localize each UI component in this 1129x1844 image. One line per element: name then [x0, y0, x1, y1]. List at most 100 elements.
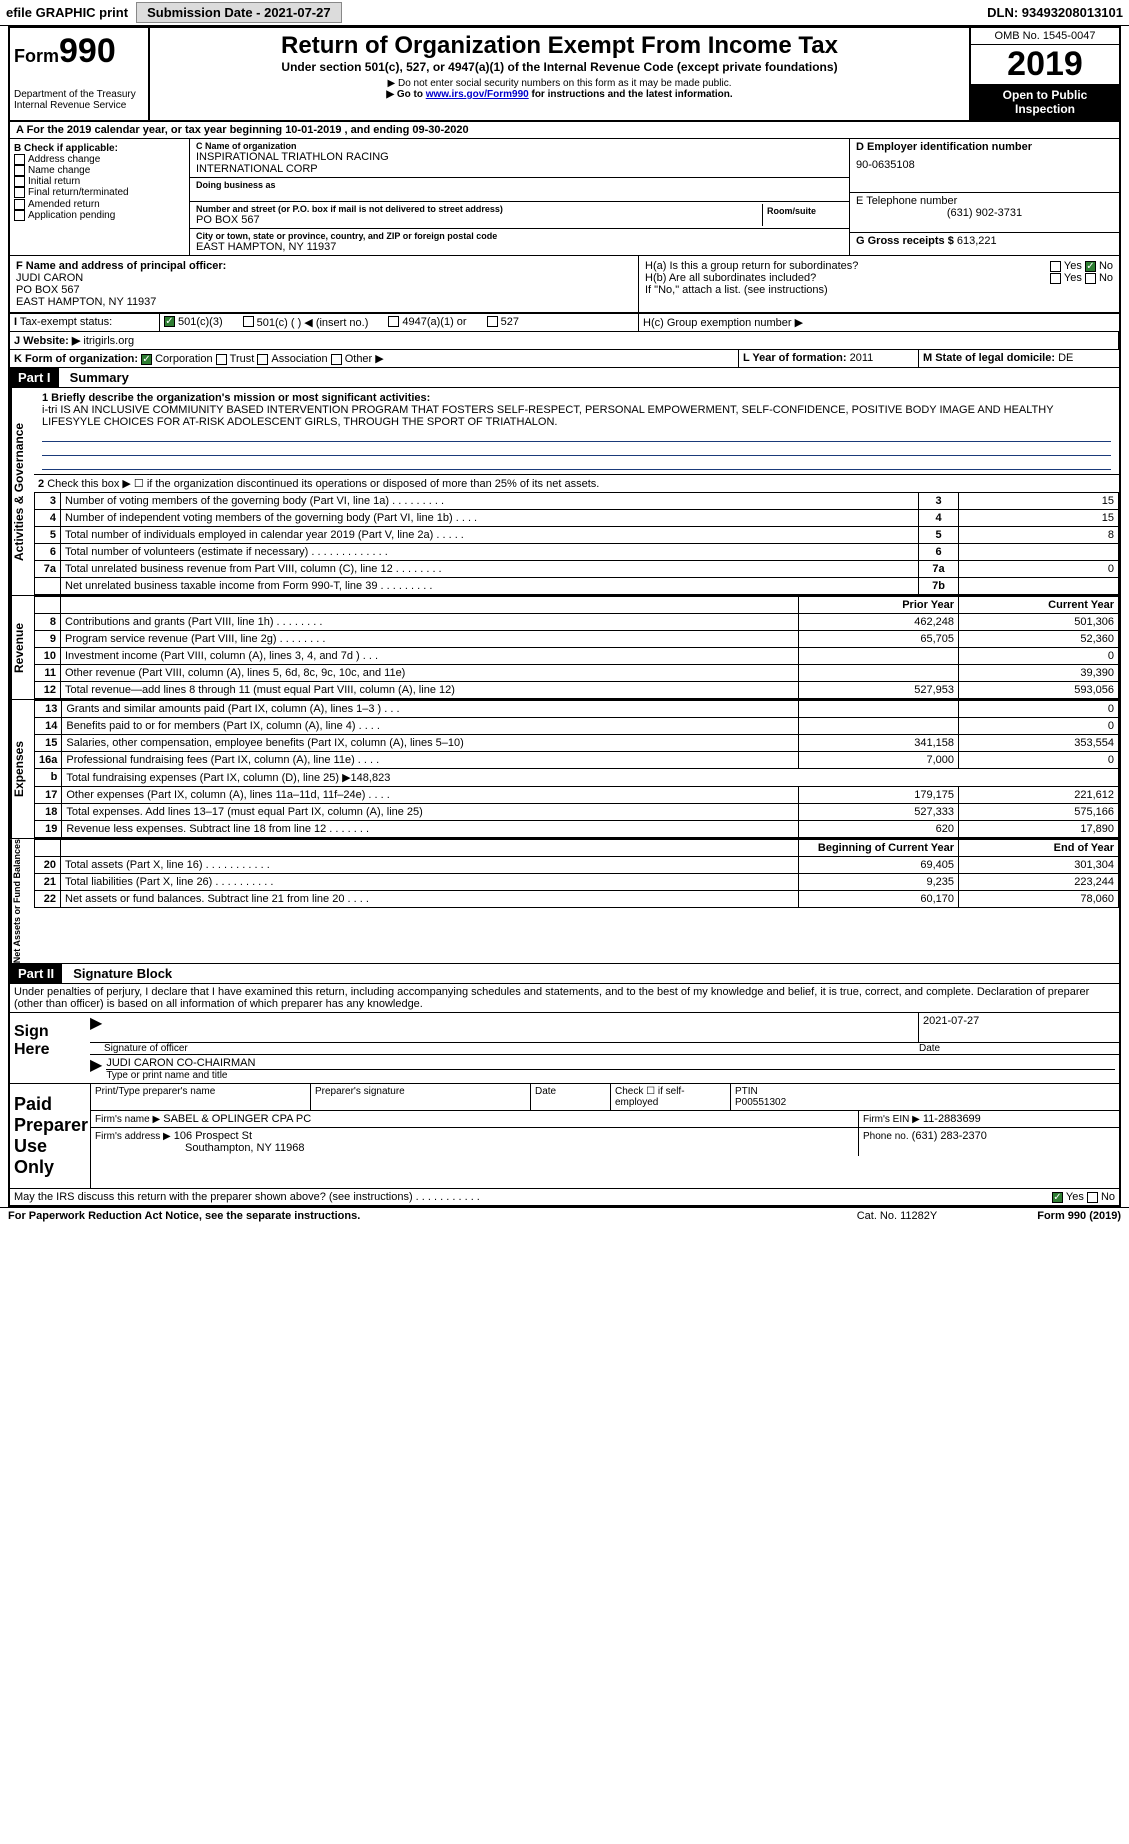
efile-label: efile GRAPHIC print [6, 5, 128, 20]
note2-post: for instructions and the latest informat… [529, 89, 733, 100]
cb-name-change-lbl: Name change [28, 165, 90, 176]
room-label: Room/suite [767, 206, 839, 216]
signer-name-lbl: Type or print name and title [106, 1069, 1115, 1081]
name-label: C Name of organization [196, 141, 843, 151]
firm-phone-lbl: Phone no. [863, 1131, 909, 1142]
hc-label: H(c) Group exemption number ▶ [639, 314, 1119, 331]
expenses-table: 13Grants and similar amounts paid (Part … [34, 700, 1119, 838]
revenue-table: Prior YearCurrent Year8Contributions and… [34, 596, 1119, 699]
part1-title: Summary [62, 368, 137, 387]
firm-name: SABEL & OPLINGER CPA PC [163, 1113, 311, 1125]
netassets-vlabel: Net Assets or Fund Balances [10, 839, 34, 963]
cb-501c[interactable] [243, 316, 254, 327]
hb-label: H(b) Are all subordinates included? [645, 272, 1050, 284]
city-label: City or town, state or province, country… [196, 231, 843, 241]
cb-initial-return-lbl: Initial return [28, 176, 80, 187]
sign-date: 2021-07-27 [919, 1013, 1119, 1042]
cb-corp[interactable] [141, 354, 152, 365]
cb-501c3[interactable] [164, 316, 175, 327]
officer-addr2: EAST HAMPTON, NY 11937 [16, 296, 632, 308]
opt-assoc: Association [271, 353, 327, 365]
cb-discuss-no[interactable] [1087, 1192, 1098, 1203]
website-value: itrigirls.org [83, 335, 134, 347]
cb-address-change[interactable] [14, 154, 25, 165]
dln-label: DLN: 93493208013101 [987, 5, 1123, 20]
cb-other[interactable] [331, 354, 342, 365]
open-inspection: Open to Public Inspection [971, 84, 1119, 120]
sign-here-label: Sign Here [10, 1013, 90, 1083]
cb-amended-return[interactable] [14, 199, 25, 210]
ein-label: D Employer identification number [856, 141, 1113, 153]
signer-name: JUDI CARON CO-CHAIRMAN [106, 1057, 1115, 1069]
hb-yes: Yes [1064, 272, 1082, 284]
org-name-1: INSPIRATIONAL TRIATHLON RACING [196, 151, 843, 163]
opt-527: 527 [501, 316, 519, 329]
org-name-2: INTERNATIONAL CORP [196, 163, 843, 175]
year-formed-val: 2011 [850, 352, 874, 364]
firm-addr1: 106 Prospect St [174, 1130, 252, 1142]
cb-discuss-yes[interactable] [1052, 1192, 1063, 1203]
opt-501c3: 501(c)(3) [178, 316, 223, 329]
footer-right: Form 990 (2019) [1037, 1210, 1121, 1222]
discuss-yes: Yes [1066, 1191, 1084, 1203]
part1-num: Part I [10, 368, 59, 387]
tax-year: 2019 [971, 45, 1119, 84]
main-title: Return of Organization Exempt From Incom… [158, 32, 961, 60]
city-value: EAST HAMPTON, NY 11937 [196, 241, 843, 253]
cb-527[interactable] [487, 316, 498, 327]
prep-print-lbl: Print/Type preparer's name [91, 1084, 311, 1110]
footer-mid: Cat. No. 11282Y [857, 1210, 938, 1222]
note1: ▶ Do not enter social security numbers o… [158, 78, 961, 89]
sig-officer-lbl: Signature of officer [104, 1043, 919, 1054]
firm-ein-lbl: Firm's EIN ▶ [863, 1114, 920, 1125]
officer-addr1: PO BOX 567 [16, 284, 632, 296]
footer-left: For Paperwork Reduction Act Notice, see … [8, 1210, 857, 1222]
part2-num: Part II [10, 964, 62, 983]
cb-name-change[interactable] [14, 165, 25, 176]
cb-assoc[interactable] [257, 354, 268, 365]
part2-title: Signature Block [65, 964, 180, 983]
period-row: A For the 2019 calendar year, or tax yea… [10, 122, 1119, 139]
cb-final-return[interactable] [14, 187, 25, 198]
opt-other: Other ▶ [345, 353, 384, 365]
domicile-val: DE [1058, 352, 1073, 364]
year-formed-label: L Year of formation: [743, 352, 847, 364]
cb-amended-return-lbl: Amended return [28, 199, 100, 210]
hb-no: No [1099, 272, 1113, 284]
firm-addr2: Southampton, NY 11968 [185, 1142, 304, 1154]
discuss-text: May the IRS discuss this return with the… [14, 1191, 1052, 1203]
ha-no: No [1099, 260, 1113, 272]
cb-trust[interactable] [216, 354, 227, 365]
form-number: 990 [59, 32, 116, 70]
ein-value: 90-0635108 [856, 159, 1113, 171]
cb-application-pending-lbl: Application pending [28, 210, 115, 221]
cb-initial-return[interactable] [14, 176, 25, 187]
firm-ein: 11-2883699 [923, 1113, 981, 1125]
mission-text: i-tri IS AN INCLUSIVE COMMIUNITY BASED I… [42, 404, 1111, 428]
section-b-label: B Check if applicable: [14, 143, 185, 154]
form990-link[interactable]: www.irs.gov/Form990 [426, 89, 529, 100]
opt-corp: Corporation [155, 353, 212, 365]
cb-application-pending[interactable] [14, 210, 25, 221]
mission-label: 1 Briefly describe the organization's mi… [42, 392, 1111, 404]
dept-label: Department of the Treasury [14, 89, 144, 100]
cb-4947[interactable] [388, 316, 399, 327]
domicile-label: M State of legal domicile: [923, 352, 1055, 364]
cb-address-change-lbl: Address change [28, 154, 100, 165]
cb-hb-no[interactable] [1085, 273, 1096, 284]
hb-note: If "No," attach a list. (see instruction… [645, 284, 1113, 296]
prep-date-lbl: Date [531, 1084, 611, 1110]
subtitle: Under section 501(c), 527, or 4947(a)(1)… [158, 60, 961, 74]
paid-preparer-label: Paid Preparer Use Only [10, 1084, 90, 1188]
opt-501c: 501(c) ( ) ◀ (insert no.) [257, 316, 369, 329]
ha-label: H(a) Is this a group return for subordin… [645, 260, 1050, 272]
firm-name-lbl: Firm's name ▶ [95, 1114, 160, 1125]
discuss-no: No [1101, 1191, 1115, 1203]
submission-date-btn[interactable]: Submission Date - 2021-07-27 [136, 2, 342, 23]
cb-hb-yes[interactable] [1050, 273, 1061, 284]
opt-4947: 4947(a)(1) or [402, 316, 466, 329]
cb-ha-yes[interactable] [1050, 261, 1061, 272]
phone-label: E Telephone number [856, 195, 1113, 207]
penalty-text: Under penalties of perjury, I declare th… [10, 984, 1119, 1013]
cb-ha-no[interactable] [1085, 261, 1096, 272]
